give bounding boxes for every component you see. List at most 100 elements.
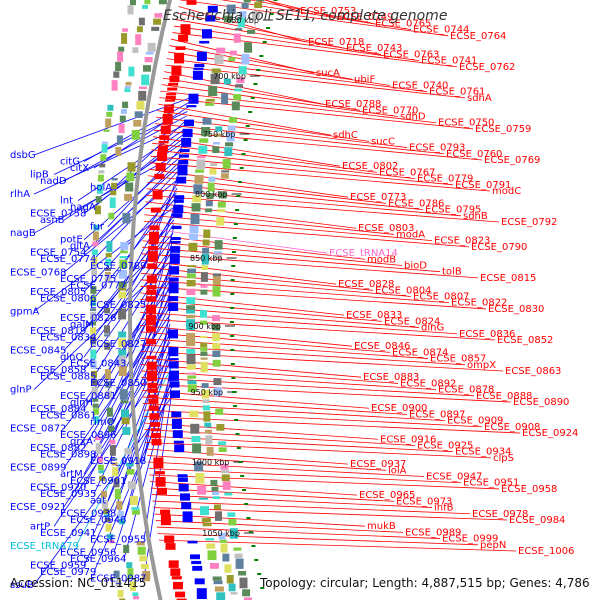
feature-block: [118, 291, 127, 299]
feature-block: [207, 182, 215, 192]
gene-label-right: ECSE_0836: [459, 329, 515, 340]
feature-block: [119, 115, 126, 122]
right-gene-labels: ECSE_0753ECSE_0749ECSE_0765ECSE_0744ECSE…: [300, 6, 578, 557]
leader-line: [157, 533, 479, 546]
feature-block: [186, 105, 197, 108]
gene-label-right: ECSE_0804: [375, 285, 431, 296]
gene-label-right: ECSE_0951: [463, 478, 519, 489]
feature-block: [178, 34, 189, 42]
topology-label: Topology: circular; Length: 4,887,515 bp…: [260, 576, 590, 590]
feature-block: [231, 101, 240, 111]
feature-block: [119, 389, 128, 400]
feature-block: [211, 486, 219, 492]
gene-label-right: ECSE_0984: [509, 515, 565, 526]
feature-block: [200, 351, 208, 356]
feature-block: [119, 269, 127, 279]
gene-label-left: potE: [60, 235, 83, 246]
feature-block: [124, 193, 133, 201]
feature-block: [215, 511, 222, 521]
feature-block: [212, 276, 221, 286]
gene-label-left: gltA: [70, 241, 90, 252]
feature-block: [216, 592, 226, 600]
gene-label-left: ECSE_0850: [90, 378, 146, 389]
feature-block: [219, 539, 227, 543]
feature-block: [171, 225, 182, 230]
feature-block: [101, 144, 108, 153]
gene-label-left: ECSE_0884: [30, 404, 86, 415]
gene-label-right: ECSE_tRNA14: [329, 248, 398, 259]
feature-block: [239, 11, 247, 18]
feature-block: [182, 511, 193, 523]
feature-block: [90, 349, 97, 360]
gene-label-left: ECSE_0872: [10, 424, 66, 435]
feature-block: [107, 533, 114, 540]
gene-label-right: ECSE_0909: [447, 416, 503, 427]
feature-block: [151, 432, 161, 439]
gene-label-right: ECSE_1006: [518, 546, 574, 557]
feature-block: [119, 598, 126, 600]
feature-block: [146, 296, 157, 302]
feature-block: [93, 224, 100, 231]
scale-label: 700 kbp: [213, 72, 246, 81]
feature-block: [109, 445, 116, 456]
feature-block: [212, 350, 221, 358]
gene-label-right: ECSE_0937: [350, 459, 406, 470]
gene-label-left: grxA: [70, 437, 93, 448]
feature-block: [173, 204, 184, 214]
gene-label-left: ECSE_0901: [70, 476, 126, 487]
feature-block: [95, 196, 102, 203]
feature-block: [199, 138, 209, 143]
feature-block: [118, 349, 127, 356]
feature-block: [159, 135, 170, 140]
gene-label-right: ECSE_0793: [409, 143, 465, 154]
feature-block: [163, 106, 174, 114]
feature-block: [212, 333, 221, 342]
gene-label-right: ECSE_0828: [338, 279, 394, 290]
leader-line: [180, 0, 449, 37]
map-title: Escherichia coli SE11, complete genome: [163, 8, 448, 24]
feature-block: [195, 473, 205, 484]
feature-block: [90, 302, 97, 306]
feature-block: [148, 398, 159, 404]
feature-block: [113, 478, 120, 488]
gene-label-right: ECSE_0790: [471, 242, 527, 253]
feature-block: [221, 474, 230, 481]
feature-block: [152, 190, 163, 200]
feature-block: [111, 178, 118, 181]
gene-label-right: ECSE_0908: [484, 422, 540, 433]
feature-block: [212, 286, 221, 297]
feature-block: [130, 581, 136, 591]
feature-block: [118, 287, 127, 291]
feature-block: [239, 577, 248, 589]
gene-label-right: ECSE_0749: [337, 12, 393, 23]
feature-block: [91, 378, 98, 386]
feature-block: [104, 334, 111, 337]
gene-label-left: ECSE_0935: [40, 489, 96, 500]
gene-label-right: pepN: [480, 540, 506, 551]
feature-block: [191, 560, 202, 565]
leader-line: [249, 0, 374, 24]
gene-label-left: ECSE_0964: [70, 554, 126, 565]
feature-block: [144, 57, 153, 63]
gene-label-right: ECSE_0744: [413, 25, 469, 36]
feature-block: [90, 295, 97, 302]
feature-block: [226, 4, 236, 15]
feature-block: [229, 117, 237, 123]
feature-block: [200, 361, 208, 373]
feature-block: [197, 485, 207, 495]
gene-label-left: ssuB: [10, 580, 34, 591]
feature-block: [194, 578, 205, 585]
feature-block: [222, 553, 230, 562]
feature-block: [153, 18, 162, 25]
leader-line: [142, 396, 408, 415]
feature-block: [104, 274, 111, 284]
gene-label-right: ECSE_0978: [472, 509, 528, 520]
feature-block: [104, 342, 111, 350]
feature-block: [147, 388, 158, 393]
feature-block: [218, 447, 227, 452]
leader-line: [151, 494, 433, 508]
feature-block: [168, 358, 179, 361]
feature-block: [220, 173, 229, 179]
feature-block: [107, 418, 114, 424]
leader-line: [159, 97, 474, 130]
